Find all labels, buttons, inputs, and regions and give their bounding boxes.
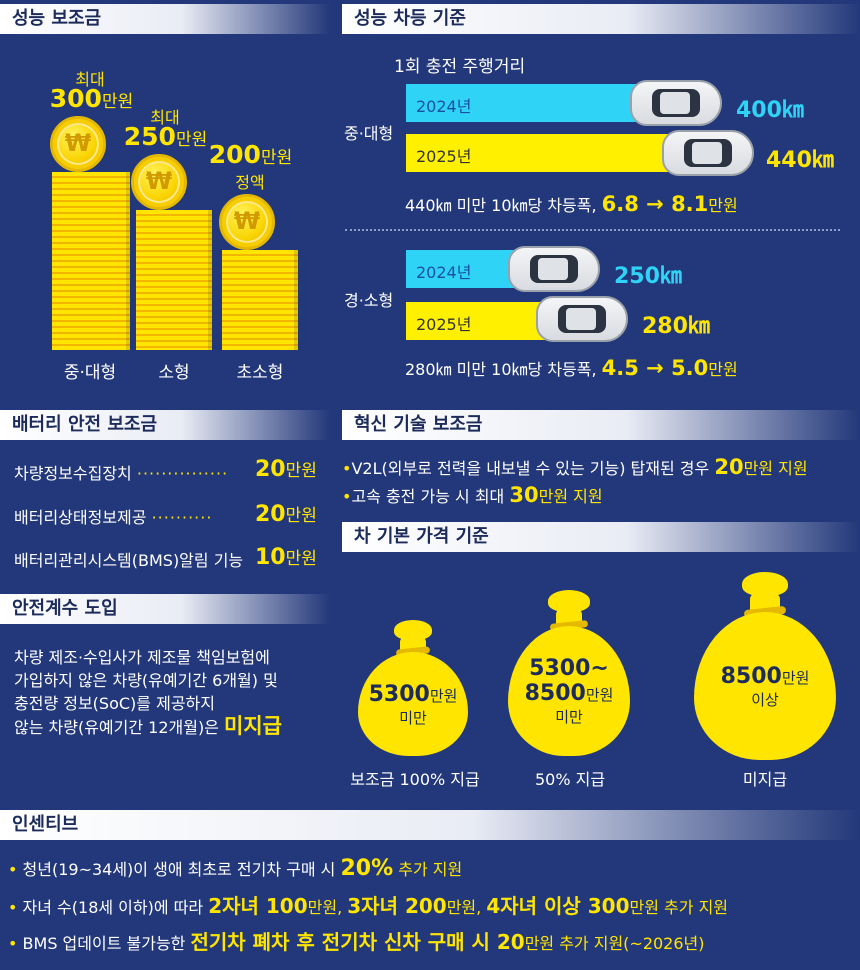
- battery-item-3-amount: 10만원: [255, 545, 317, 570]
- bag3-label: 미지급: [742, 770, 788, 789]
- bar2-amount: 250만원: [123, 122, 208, 151]
- battery-header: 배터리 안전 보조금: [0, 410, 330, 440]
- incentive-line-3: • BMS 업데이트 불가능한 전기차 폐차 후 전기차 신차 구매 시 20만…: [8, 930, 705, 954]
- safety-title: 안전계수 도입: [12, 598, 118, 619]
- incentive-header: 인센티브: [0, 810, 860, 840]
- base-price-title: 차 기본 가격 기준: [354, 526, 489, 547]
- innovation-header: 혁신 기술 보조금: [342, 410, 860, 440]
- bar-small: [136, 210, 212, 350]
- bag1-amount: 5300: [368, 682, 430, 707]
- bar3-cap-bottom: 정액: [235, 173, 265, 192]
- bar1-label: 중·대형: [63, 363, 117, 383]
- perf-diff-subtitle: 1회 충전 주행거리: [394, 57, 526, 77]
- range-2024-large: 400㎞: [736, 98, 804, 123]
- won-coin-icon: ₩: [50, 116, 106, 172]
- innovation-item-2: •고속 충전 가능 시 최대 30만원 지원: [342, 483, 603, 507]
- perf-subsidy-header: 성능 보조금: [0, 4, 330, 34]
- bar2-label: 소형: [158, 363, 190, 383]
- car-icon: [536, 296, 628, 342]
- divider: [345, 229, 840, 231]
- incentive-title: 인센티브: [12, 814, 79, 835]
- range-2024-small: 250㎞: [614, 264, 682, 289]
- money-bag-icon: 5300만원 미만: [354, 620, 472, 760]
- bag1-qualifier: 미만: [399, 709, 427, 727]
- perf-diff-title: 성능 차등 기준: [354, 8, 466, 29]
- safety-highlight: 미지급: [224, 714, 282, 738]
- innovation-item-1: •V2L(외부로 전력을 내보낼 수 있는 기능) 탑재된 경우 20만원 지원: [342, 455, 808, 479]
- perf-diff-header: 성능 차등 기준: [342, 4, 860, 34]
- range-bar-2025-large: 2025년: [406, 134, 702, 172]
- bag2-range-start: 5300~: [529, 656, 609, 681]
- bar2-cap-top: 최대: [150, 108, 180, 127]
- battery-item-3: 배터리관리시스템(BMS)알림 기능: [14, 551, 244, 570]
- bar3-label: 초소형: [236, 363, 284, 383]
- battery-item-2-amount: 20만원: [255, 502, 317, 527]
- group1-label: 중·대형: [344, 124, 394, 143]
- money-bag-icon: 5300~ 8500만원 미만: [506, 590, 632, 760]
- battery-item-1: 차량정보수집장치 ···············: [14, 464, 229, 483]
- bag3-amount: 8500: [720, 664, 782, 689]
- bar3-amount: 200만원: [208, 140, 293, 169]
- bag2-qualifier: 미만: [555, 708, 583, 726]
- car-icon: [630, 80, 722, 126]
- bar-mid-large: [52, 172, 130, 350]
- group2-note: 280㎞ 미만 10㎞당 차등폭, 4.5 → 5.0만원: [405, 356, 738, 380]
- bag3-qualifier: 이상: [751, 691, 779, 709]
- won-coin-icon: ₩: [219, 194, 275, 250]
- bar-micro: [222, 250, 298, 350]
- innovation-title: 혁신 기술 보조금: [354, 414, 483, 435]
- range-bar-2024-large: 2024년: [406, 84, 668, 122]
- battery-title: 배터리 안전 보조금: [12, 414, 158, 435]
- incentive-line-2: • 자녀 수(18세 이하)에 따라 2자녀 100만원, 3자녀 200만원,…: [8, 894, 729, 918]
- bag1-label: 보조금 100% 지급: [350, 770, 480, 789]
- group2-label: 경·소형: [344, 291, 394, 310]
- range-2025-large: 440㎞: [766, 148, 834, 173]
- bar1-cap-top: 최대: [75, 70, 105, 89]
- safety-header: 안전계수 도입: [0, 594, 330, 624]
- car-icon: [508, 246, 600, 292]
- safety-text: 차량 제조·수입사가 제조물 책임보험에 가입하지 않은 차량(유예기간 6개월…: [14, 648, 282, 738]
- battery-item-1-amount: 20만원: [255, 457, 317, 482]
- money-bag-icon: 8500만원 이상: [692, 572, 838, 762]
- incentive-line-1: • 청년(19~34세)이 생애 최초로 전기차 구매 시 20% 추가 지원: [8, 856, 463, 881]
- bag2-amount: 8500: [524, 681, 586, 706]
- bag2-label: 50% 지급: [534, 770, 606, 789]
- battery-item-2: 배터리상태정보제공 ··········: [14, 508, 213, 527]
- won-coin-icon: ₩: [131, 154, 187, 210]
- group1-note: 440㎞ 미만 10㎞당 차등폭, 6.8 → 8.1만원: [405, 192, 738, 216]
- perf-subsidy-title: 성능 보조금: [12, 8, 102, 29]
- car-icon: [662, 130, 754, 176]
- base-price-header: 차 기본 가격 기준: [342, 522, 860, 552]
- bar1-amount: 300만원: [49, 84, 134, 113]
- range-2025-small: 280㎞: [642, 314, 710, 339]
